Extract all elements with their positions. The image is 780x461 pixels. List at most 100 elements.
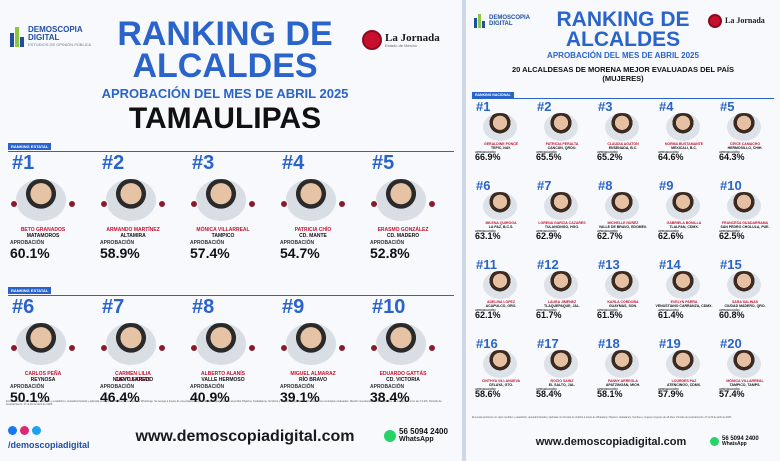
party-badge-icon xyxy=(158,200,166,208)
tamaulipas-panel: DEMOSCOPIA DIGITAL ESTUDIOS DE OPINIÓN P… xyxy=(0,0,462,461)
mayor-city: RÍO BRAVO xyxy=(299,377,327,383)
mayor-card: #8 MICHELLE NÚÑEZ VALLE DE BRAVO, EDOMEX. A… xyxy=(594,178,652,241)
mayor-card: #6 MILENA QUIROGA LA PAZ, B.C.S. APROBACIÓN… xyxy=(472,178,530,241)
approval-label: APROBACIÓN xyxy=(536,229,557,233)
mayor-card: #7 LORENA GARCÍA CÁZARES TULANCINGO, HGO. A… xyxy=(533,178,591,241)
social-handle[interactable]: /demoscopiadigital xyxy=(8,440,90,450)
party-badge-icon xyxy=(158,344,166,352)
whatsapp-contact[interactable]: 56 5094 2400 WhatsApp xyxy=(384,428,448,443)
mayor-city: ATENCINGO, CDMX. xyxy=(667,383,701,387)
mayor-card: #14 EVELYN PARRA VENUSTIANO CARRANZA, CDMX… xyxy=(655,257,713,320)
logo-name: DEMOSCOPIA xyxy=(28,25,83,34)
approval-value: 52.8% xyxy=(370,245,410,261)
mayor-photo xyxy=(286,179,336,221)
rank-number: #10 xyxy=(372,296,406,318)
approval-value: 61.7% xyxy=(536,310,562,320)
mayor-city: VENUSTIANO CARRANZA, CDMX. xyxy=(655,304,713,308)
mayor-card: #3 CLAUDIA AGATÓN ENSENADA, B.C. APROBACIÓN… xyxy=(594,99,652,162)
section-line-1 xyxy=(8,151,454,152)
whatsapp-contact-right[interactable]: 56 5094 2400 WhatsApp xyxy=(710,436,759,447)
rank-number: #19 xyxy=(659,336,681,351)
mayor-photo xyxy=(666,350,700,378)
approval-value: 58.4% xyxy=(536,389,562,399)
mayor-city: TULANCINGO, HGO. xyxy=(544,225,580,229)
mayor-photo xyxy=(605,192,639,220)
approval-label: APROBACIÓN xyxy=(475,229,496,233)
mayor-name: CIRCE CAMACHO xyxy=(729,142,761,146)
approval-value: 58.9% xyxy=(100,245,140,261)
mayor-photo xyxy=(483,113,517,141)
mayor-photo xyxy=(376,323,426,365)
mayor-card: #4 PATRICIA CHÍO CD. MANTE APROBACIÓN 54.7% xyxy=(278,152,366,261)
mayor-card: #8 ALBERTO ALANÍS VALLE HERMOSO APROBACIÓN 4… xyxy=(188,296,276,405)
mayor-name: ARMANDO MARTÍNEZ xyxy=(106,227,160,233)
approval-label: APROBACIÓN xyxy=(475,387,496,391)
approval-label: APROBACIÓN xyxy=(658,229,679,233)
mayor-card: #3 MÓNICA VILLARREAL TAMPICO APROBACIÓN 57.4… xyxy=(188,152,276,261)
mayor-card: #20 MÓNICA VILLARREAL TAMPICO, TAMPS. APROB… xyxy=(716,336,774,399)
mayor-card: #15 SARA SALINAS CIUDAD MADERO, QRO. APROBA… xyxy=(716,257,774,320)
mayor-photo xyxy=(666,113,700,141)
rank-number: #8 xyxy=(192,296,215,318)
mayor-city: VALLE DE BRAVO, EDOMEX. xyxy=(598,225,648,229)
national-panel: DEMOSCOPIA DIGITAL La Jornada RANKING DE… xyxy=(466,0,780,461)
approval-value: 40.9% xyxy=(190,389,230,405)
rank-number: #6 xyxy=(476,178,491,193)
approval-label: APROBACIÓN xyxy=(370,240,405,246)
panel-divider xyxy=(462,0,466,461)
mayor-photo xyxy=(286,323,336,365)
mayor-card: #2 ARMANDO MARTÍNEZ ALTAMIRA APROBACIÓN 58.9… xyxy=(98,152,186,261)
approval-value: 62.7% xyxy=(597,231,623,241)
approval-value: 54.7% xyxy=(280,245,320,261)
newspaper-name: La Jornada xyxy=(725,16,765,25)
approval-label: APROBACIÓN xyxy=(719,229,740,233)
mayor-name: LOURDES PAZ xyxy=(671,379,697,383)
mayor-city: ALTAMIRA xyxy=(120,233,146,239)
rank-number: #1 xyxy=(12,152,35,174)
approval-label: APROBACIÓN xyxy=(597,387,618,391)
mayor-city: EL SALTO, JAL. xyxy=(548,383,576,387)
mayor-city: APATZINGÁN, MICH. xyxy=(605,383,641,387)
demoscopia-logo: DEMOSCOPIA DIGITAL ESTUDIOS DE OPINIÓN P… xyxy=(10,26,91,47)
party-badge-icon xyxy=(280,344,288,352)
mayor-card: #1 BETO GRANADOS MATAMOROS APROBACIÓN 60.1% xyxy=(8,152,96,261)
mayor-name: FRANCESA GUADARRAMA xyxy=(721,221,769,225)
rank-number: #5 xyxy=(720,99,735,114)
website-link[interactable]: www.demoscopiadigital.com xyxy=(135,428,355,445)
mayor-photo xyxy=(376,179,426,221)
instagram-icon[interactable] xyxy=(20,426,29,435)
mayor-card: #10 EDUARDO GATTÁS CD. VICTORIA APROBACIÓN 3… xyxy=(368,296,456,405)
phone-number: 56 5094 2400 xyxy=(399,427,448,436)
facebook-icon[interactable] xyxy=(8,426,17,435)
rank-number: #1 xyxy=(476,99,491,114)
mayor-city: GUAYMAS, SON. xyxy=(608,304,638,308)
mayor-name: MÓNICA VILLARREAL xyxy=(196,227,250,233)
rank-number: #13 xyxy=(598,257,620,272)
approval-value: 61.4% xyxy=(658,310,684,320)
mayor-photo xyxy=(544,271,578,299)
website-link-right[interactable]: www.demoscopiadigital.com xyxy=(535,436,687,448)
approval-label: APROBACIÓN xyxy=(719,308,740,312)
section-line-2 xyxy=(8,295,454,296)
mayor-name: GABRIELA BONILLA xyxy=(666,221,702,225)
rank-number: #11 xyxy=(476,257,497,272)
mayor-name: BETO GRANADOS xyxy=(20,227,66,233)
mayor-city: CD. VICTORIA xyxy=(386,377,420,383)
approval-value: 62.1% xyxy=(475,310,501,320)
lajornada-logo: La Jornada Estado de México xyxy=(362,30,440,50)
twitter-icon[interactable] xyxy=(32,426,41,435)
mayor-city: NUEVO LAREDO xyxy=(112,377,154,383)
party-badge-icon xyxy=(338,344,346,352)
mayor-name: LAURA JIMÉNEZ xyxy=(547,300,577,304)
mayor-photo xyxy=(483,192,517,220)
mayor-city: HERMOSILLO, CHIH. xyxy=(727,146,763,150)
mayor-city: CANCÚN, QROO. xyxy=(547,146,577,150)
page-title: RANKING DE ALCALDES xyxy=(117,15,333,86)
rank-number: #16 xyxy=(476,336,498,351)
rank-number: #3 xyxy=(598,99,613,114)
mayor-card: #5 ERASMO GONZÁLEZ CD. MADERO APROBACIÓN 52.… xyxy=(368,152,456,261)
national-heading: 20 ALCALDESAS DE MORENA MEJOR EVALUADAS … xyxy=(512,65,734,83)
rank-number: #4 xyxy=(659,99,674,114)
state-name: TAMAULIPAS xyxy=(128,102,322,135)
